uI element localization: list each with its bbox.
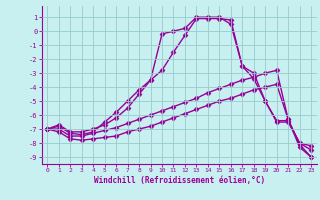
X-axis label: Windchill (Refroidissement éolien,°C): Windchill (Refroidissement éolien,°C) [94, 176, 265, 185]
